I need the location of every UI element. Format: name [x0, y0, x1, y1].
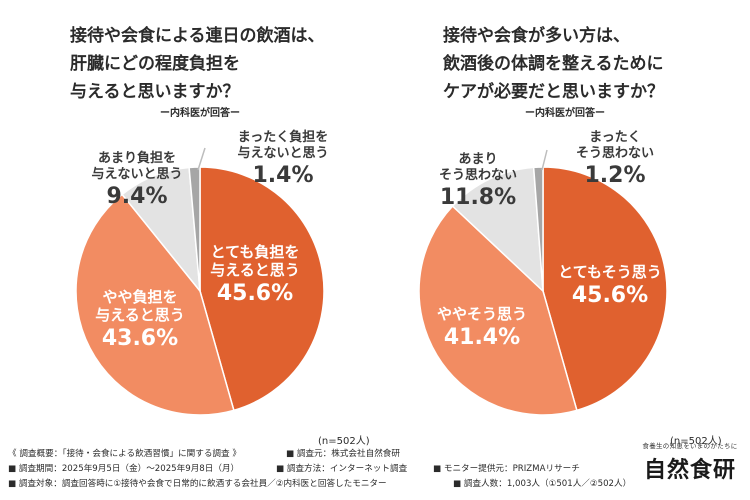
- slice-label-name: あまり負担を: [97, 151, 176, 166]
- slice-label-value: 1.4%: [252, 163, 314, 189]
- slice-label-1: とてもそう思う 45.6%: [550, 263, 670, 309]
- survey-count: ■ 調査人数：1,003人（①501人／②502人）: [453, 479, 632, 489]
- slice-label-value: 11.8%: [439, 185, 517, 211]
- sample-size: (n=502人): [670, 436, 722, 447]
- chart-title-line: 肝臓にどの程度負担を: [70, 54, 240, 74]
- slice-label-value: 9.4%: [106, 184, 168, 210]
- chart-panel-right: 接待や会食が多い方は、 飲酒後の体調を整えるために ケアが必要だと思いますか？ …: [375, 0, 750, 450]
- slice-label-value: 45.6%: [216, 281, 294, 306]
- chart-title-line: 飲酒後の体調を整えるために: [443, 54, 664, 74]
- slice-label-2: やや負担を 与えると思う 43.6%: [85, 288, 195, 352]
- slice-label-name: 与えないと思う: [91, 166, 183, 182]
- slice-label-name: やや負担を: [102, 288, 178, 306]
- slice-label-3: あまり そう思わない 11.8%: [423, 152, 533, 212]
- pie-slice: [75, 193, 235, 416]
- survey-monitor: ■ モニター提供元：PRIZMAリサーチ: [433, 464, 580, 474]
- slice-label-name: とても負担を: [210, 243, 300, 261]
- slice-label-name: そう思わない: [575, 145, 654, 161]
- chart-title: 接待や会食が多い方は、 飲酒後の体調を整えるために ケアが必要だと思いますか？: [443, 22, 743, 106]
- slice-label-4: まったく そう思わない 1.2%: [555, 130, 675, 190]
- respondent-note: ー内科医が回答ー: [525, 108, 605, 119]
- slice-label-value: 45.6%: [571, 283, 649, 308]
- respondent-note: ー内科医が回答ー: [160, 108, 240, 119]
- brand-tagline: 食養生の知恵をいまのかたちに: [642, 442, 738, 450]
- survey-summary: 《 調査概要：「接待・会食による飲酒習慣」に関する調査 》: [8, 449, 241, 459]
- pie-slice: [451, 166, 544, 293]
- pie-slice: [199, 166, 325, 412]
- chart-title: 接待や会食による連日の飲酒は、 肝臓にどの程度負担を 与えると思いますか？: [70, 22, 370, 106]
- pie-chart-right: [418, 166, 668, 416]
- slice-label-name: まったく: [589, 130, 641, 145]
- survey-method: ■ 調査方法：インターネット調査: [276, 464, 408, 474]
- slice-label-name: そう思わない: [438, 167, 517, 183]
- chart-title-line: ケアが必要だと思いますか？: [443, 82, 664, 102]
- slice-label-value: 43.6%: [101, 326, 179, 351]
- pie-slice: [542, 166, 668, 412]
- slice-label-name: 与えると思う: [210, 261, 300, 279]
- brand-name: 自然食研: [643, 458, 736, 483]
- pie-slice: [418, 205, 578, 416]
- chart-title-line: 接待や会食が多い方は、: [443, 26, 630, 46]
- slice-label-name: とてもそう思う: [558, 263, 662, 281]
- chart-title-line: 接待や会食による連日の飲酒は、: [70, 26, 325, 46]
- survey-target: ■ 調査対象：調査回答時に①接待や会食で日常的に飲酒する会社員／②内科医と回答し…: [8, 479, 387, 489]
- chart-title-line: 与えると思いますか？: [70, 82, 240, 102]
- slice-label-value: 1.2%: [584, 163, 646, 189]
- slice-label-2: ややそう思う 41.4%: [427, 305, 537, 351]
- sample-size: (n=502人): [318, 436, 370, 447]
- survey-footer: 《 調査概要：「接待・会食による飲酒習慣」に関する調査 》 ■ 調査元：株式会社…: [8, 447, 631, 492]
- slice-label-name: 与えないと思う: [237, 145, 329, 161]
- slice-label-3: あまり負担を 与えないと思う 9.4%: [82, 151, 192, 211]
- slice-label-name: あまり: [458, 152, 498, 167]
- survey-org: ■ 調査元：株式会社自然食研: [286, 449, 400, 459]
- pie-chart-left: [75, 166, 325, 416]
- slice-label-value: 41.4%: [443, 325, 521, 350]
- slice-label-1: とても負担を 与えると思う 45.6%: [200, 243, 310, 307]
- brand-logo: 食養生の知恵をいまのかたちに 自然食研: [635, 440, 745, 484]
- slice-label-4: まったく負担を 与えないと思う 1.4%: [208, 130, 358, 190]
- slice-label-name: ややそう思う: [436, 305, 527, 323]
- survey-period: ■ 調査期間：2025年9月5日（金）〜2025年9月8日（月）: [8, 464, 240, 474]
- slice-label-name: 与えると思う: [95, 306, 185, 324]
- chart-panel-left: 接待や会食による連日の飲酒は、 肝臓にどの程度負担を 与えると思いますか？ ー内…: [0, 0, 375, 450]
- slice-label-name: まったく負担を: [237, 130, 329, 145]
